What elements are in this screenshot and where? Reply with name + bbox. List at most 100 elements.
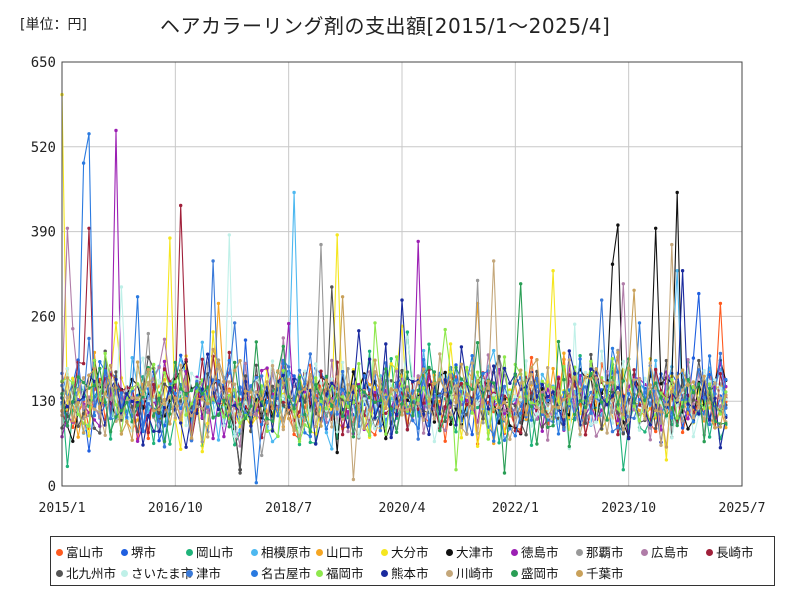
data-point <box>281 394 285 398</box>
data-point <box>71 400 75 404</box>
data-point <box>281 336 285 340</box>
data-point <box>492 348 496 353</box>
data-point <box>200 449 204 454</box>
data-point <box>583 375 588 379</box>
data-point <box>718 301 723 306</box>
data-point <box>238 421 242 425</box>
data-point <box>335 233 339 237</box>
legend-label: 徳島市 <box>521 545 559 560</box>
data-point <box>330 377 334 381</box>
data-point <box>394 430 399 434</box>
data-point <box>448 370 453 374</box>
data-point <box>243 374 248 378</box>
data-point <box>292 374 296 378</box>
data-point <box>135 430 140 434</box>
data-point <box>540 390 544 394</box>
data-point <box>270 429 275 433</box>
data-point <box>71 376 75 380</box>
data-point <box>481 417 485 421</box>
data-point <box>529 401 534 405</box>
data-point <box>227 350 231 355</box>
data-point <box>573 395 577 399</box>
data-point <box>583 408 588 413</box>
data-point <box>497 441 501 445</box>
data-point <box>308 440 312 445</box>
data-point <box>416 374 420 378</box>
data-point <box>243 361 248 366</box>
data-point <box>459 436 464 440</box>
data-point <box>157 419 161 423</box>
data-point <box>519 282 523 286</box>
data-point <box>643 430 647 434</box>
data-point <box>707 372 712 377</box>
data-point <box>340 295 345 299</box>
data-point <box>92 426 97 430</box>
data-point <box>637 392 642 396</box>
data-point <box>432 370 437 374</box>
data-point <box>691 402 696 406</box>
data-point <box>610 380 615 385</box>
data-point <box>573 322 577 326</box>
data-point <box>594 376 598 380</box>
data-point <box>702 417 706 421</box>
data-point <box>249 412 253 417</box>
data-point <box>76 412 80 417</box>
legend-item: 相模原市 <box>251 542 311 561</box>
data-point <box>589 352 593 357</box>
data-point <box>146 436 150 441</box>
data-point <box>81 376 86 380</box>
data-point <box>670 377 674 382</box>
data-point <box>411 395 415 400</box>
legend-item: 熊本市 <box>381 563 429 582</box>
legend-label: 川崎市 <box>456 566 494 581</box>
data-point <box>621 282 625 286</box>
data-point <box>146 380 150 385</box>
legend-swatch <box>576 549 583 556</box>
data-point <box>675 269 679 273</box>
data-point <box>551 405 555 409</box>
data-point <box>324 392 329 396</box>
data-point <box>222 424 226 428</box>
data-point <box>211 400 215 405</box>
data-point <box>384 367 388 371</box>
data-point <box>573 375 577 380</box>
data-point <box>508 397 512 401</box>
data-point <box>508 388 512 392</box>
data-point <box>335 412 339 416</box>
data-point <box>610 390 615 394</box>
data-point <box>405 387 410 392</box>
data-point <box>287 395 291 399</box>
data-point <box>686 378 690 382</box>
data-point <box>605 431 609 435</box>
data-point <box>519 381 523 385</box>
data-point <box>416 437 420 441</box>
legend-label: 相模原市 <box>261 545 312 560</box>
data-point <box>432 439 437 444</box>
data-point <box>508 437 512 441</box>
data-point <box>502 384 507 389</box>
legend-item: 名古屋市 <box>251 563 311 582</box>
data-point <box>697 291 701 296</box>
data-point <box>432 417 437 421</box>
data-point <box>222 434 226 439</box>
data-point <box>81 406 86 410</box>
data-point <box>481 372 485 376</box>
data-point <box>141 443 145 447</box>
data-point <box>238 471 242 475</box>
data-point <box>567 388 571 392</box>
data-point <box>324 378 329 382</box>
data-point <box>686 417 690 421</box>
data-point <box>632 401 636 405</box>
data-point <box>168 395 172 399</box>
data-point <box>481 421 485 425</box>
data-point <box>535 358 539 362</box>
legend-item: 大分市 <box>381 542 429 561</box>
data-point <box>724 406 728 410</box>
data-point <box>616 407 620 411</box>
data-point <box>276 434 280 439</box>
data-point <box>168 412 172 416</box>
data-point <box>319 381 323 385</box>
legend-item: 川崎市 <box>446 563 494 582</box>
data-point <box>400 402 404 406</box>
data-point <box>314 376 318 380</box>
